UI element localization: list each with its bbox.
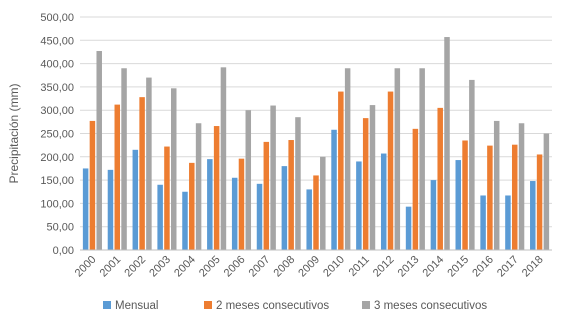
y-tick-label: 150,00 [40,175,74,187]
y-tick-label: 0,00 [53,245,74,257]
bar [362,118,369,250]
y-tick-label: 300,00 [40,105,74,117]
bar [487,145,493,250]
x-tick-label: 2015 [445,254,471,280]
bar [270,105,276,250]
bar [189,162,195,250]
bar [412,128,419,250]
legend-item-label: Mensual [115,300,158,312]
y-tick-label: 250,00 [40,129,74,141]
bar [245,110,252,250]
x-tick-label: 2008 [271,254,297,280]
bar [356,161,362,250]
bar [256,183,263,250]
bar [419,68,425,250]
bar [493,120,500,250]
x-tick-label: 2011 [347,254,372,279]
bar [114,104,121,250]
bar [107,169,114,250]
bars [82,37,550,251]
x-tick-label: 2007 [247,254,273,280]
x-axis-ticks: 2000 2001 2002 2003 2004 2005 2006 2007 2008 2009… [73,254,546,280]
x-tick-label: 2009 [296,254,322,280]
bar [405,206,412,250]
x-tick-label: 2000 [73,254,99,280]
bar [444,37,450,251]
bar [195,123,202,250]
legend-swatch [204,301,212,309]
x-tick-label: 2006 [222,254,248,280]
x-tick-label: 2018 [520,254,546,280]
legend: Mensual 2 meses consecutivos 3 meses conse… [103,300,487,312]
bar [146,77,152,250]
y-tick-label: 350,00 [40,82,74,94]
x-tick-label: 2001 [98,254,124,280]
bar [518,123,525,250]
bar [96,51,102,250]
x-tick-label: 2014 [421,254,447,280]
x-tick-label: 2004 [172,254,198,280]
bar [455,160,462,250]
bar [82,168,89,250]
bar [182,191,188,250]
bar [89,120,96,250]
y-tick-label: 200,00 [40,152,74,164]
bar [380,153,387,250]
bar [170,88,177,250]
bar [338,91,344,250]
x-tick-label: 2002 [122,254,148,280]
x-tick-label: 2017 [495,254,521,280]
x-tick-label: 2013 [396,254,422,280]
y-tick-label: 50,00 [46,222,74,234]
bar [437,107,443,251]
bar [505,195,511,250]
bar [344,68,351,250]
bar [480,195,486,250]
x-tick-label: 2016 [470,254,496,280]
bar [121,68,127,250]
bar [238,158,245,250]
bar [430,180,437,250]
bar [281,166,288,250]
x-tick-label: 2005 [197,254,223,280]
y-axis-ticks: 0,00 50,00 100,00 150,00 200,00 250,00 300,00 3… [40,12,74,257]
x-tick-label: 2003 [147,254,173,280]
bar [288,140,294,250]
legend-item-label: 3 meses consecutivos [374,300,487,312]
bar [469,79,475,250]
x-tick-label: 2012 [371,254,397,280]
bar [164,146,170,250]
bar [369,105,376,250]
bar [207,159,213,250]
bar [331,129,337,250]
bar [320,156,326,250]
bar [263,141,270,250]
bar [530,181,536,250]
bar [394,68,401,250]
bar [132,149,139,250]
y-tick-label: 500,00 [40,12,74,24]
bar [220,67,227,250]
x-tick-label: 2010 [321,254,347,280]
y-tick-label: 400,00 [40,59,74,71]
legend-swatch [362,301,370,309]
bar [139,97,145,250]
legend-swatch [103,301,111,309]
bar [313,175,319,250]
bar [511,144,518,250]
bar [157,184,163,250]
y-tick-label: 450,00 [40,35,74,47]
bar [295,117,301,250]
bar [462,140,468,250]
bar [213,126,220,250]
y-axis-label: Precipitación (mm) [7,83,21,183]
legend-item-label: 2 meses consecutivos [216,300,329,312]
bar [306,189,312,250]
bar [387,91,394,250]
bar [231,177,238,250]
y-tick-label: 100,00 [40,198,74,210]
bar [543,133,550,250]
bar [536,154,543,250]
